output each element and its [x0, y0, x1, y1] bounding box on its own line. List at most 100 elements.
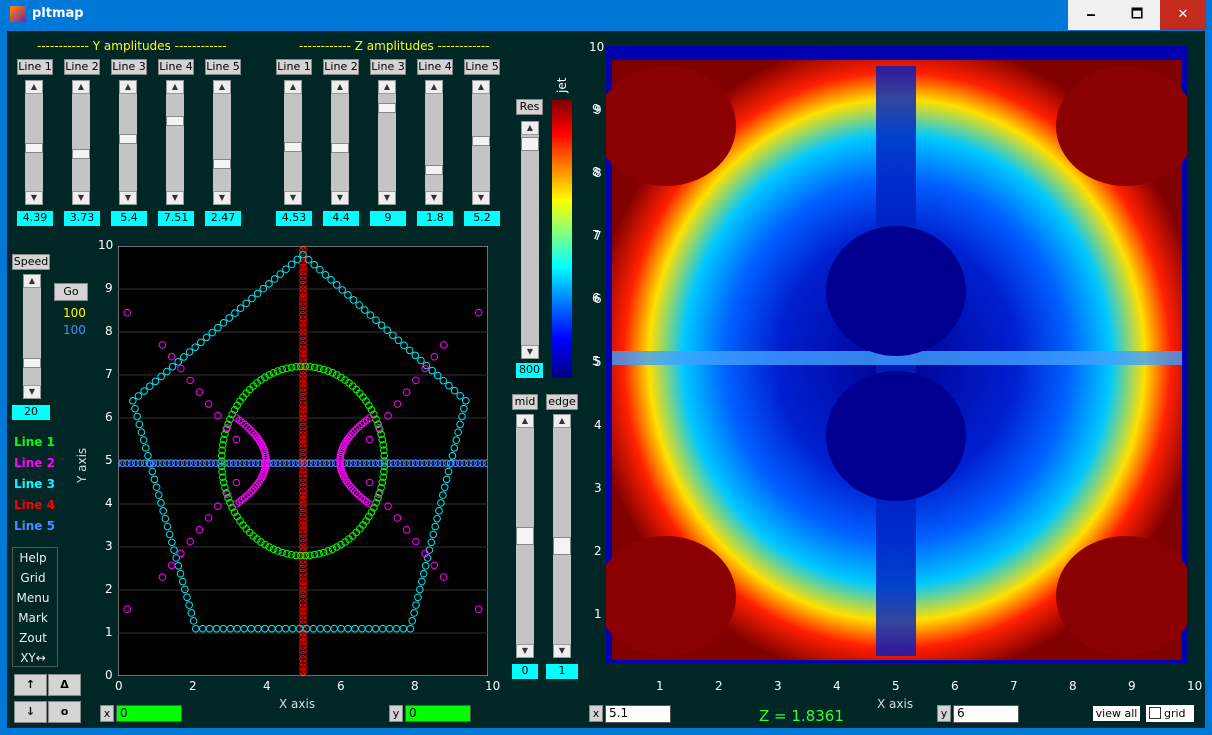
y_amp-line-2-button[interactable]: Line 2 — [64, 59, 100, 75]
right-x-field[interactable]: 5.1 — [605, 705, 671, 723]
z_amp-line-4-button[interactable]: Line 4 — [417, 59, 453, 75]
res-slider[interactable]: ▲ ▼ — [521, 121, 539, 359]
edge-slider-thumb[interactable] — [553, 536, 571, 555]
heatmap-plot[interactable] — [606, 46, 1187, 663]
y_amp-line-5-slider[interactable]: ▲ ▼ — [213, 80, 231, 205]
y_amp-line-5-slider-up-arrow[interactable]: ▲ — [213, 80, 231, 94]
menu-item-menu[interactable]: Menu — [16, 591, 50, 605]
speed-slider-up-arrow[interactable]: ▲ — [23, 274, 41, 288]
edge-slider-down-arrow[interactable]: ▼ — [553, 644, 571, 658]
z_amp-line-5-slider-thumb[interactable] — [472, 135, 490, 146]
y_amp-line-1-button[interactable]: Line 1 — [17, 59, 53, 75]
legend-line-4[interactable]: Line 4 — [14, 498, 55, 512]
z_amp-line-2-slider-up-arrow[interactable]: ▲ — [331, 80, 349, 94]
y_amp-line-3-button[interactable]: Line 3 — [111, 59, 147, 75]
mid-slider[interactable]: ▲ ▼ — [516, 414, 534, 658]
y_amp-line-2-slider-down-arrow[interactable]: ▼ — [72, 191, 90, 205]
legend-line-3[interactable]: Line 3 — [14, 477, 55, 491]
z_amp-line-4-slider-up-arrow[interactable]: ▲ — [425, 80, 443, 94]
z_amp-line-5-slider-down-arrow[interactable]: ▼ — [472, 191, 490, 205]
o-button[interactable]: o — [48, 701, 81, 723]
z_amp-line-2-button[interactable]: Line 2 — [323, 59, 359, 75]
y_amp-line-1-slider-up-arrow[interactable]: ▲ — [25, 80, 43, 94]
res-button[interactable]: Res — [516, 99, 543, 115]
legend-line-5[interactable]: Line 5 — [14, 519, 55, 533]
y_amp-line-2-slider-thumb[interactable] — [72, 148, 90, 159]
z_amp-line-4-slider-thumb[interactable] — [425, 165, 443, 176]
y_amp-line-1-slider-down-arrow[interactable]: ▼ — [25, 191, 43, 205]
z_amp-line-1-slider[interactable]: ▲ ▼ — [284, 80, 302, 205]
z_amp-line-2-slider-thumb[interactable] — [331, 142, 349, 153]
z_amp-line-5-slider[interactable]: ▲ ▼ — [472, 80, 490, 205]
maximize-button[interactable]: 🗖 — [1114, 0, 1160, 30]
y_amp-line-4-slider-up-arrow[interactable]: ▲ — [166, 80, 184, 94]
y_amp-line-1-slider-thumb[interactable] — [25, 142, 43, 153]
y_amp-line-3-slider-down-arrow[interactable]: ▼ — [119, 191, 137, 205]
z_amp-line-2-slider-down-arrow[interactable]: ▼ — [331, 191, 349, 205]
menu-item-help[interactable]: Help — [19, 551, 47, 565]
y_amp-line-5-slider-down-arrow[interactable]: ▼ — [213, 191, 231, 205]
menu-item-xy[interactable]: XY↔ — [20, 651, 46, 665]
speed-button[interactable]: Speed — [12, 254, 50, 270]
z_amp-line-3-slider-thumb[interactable] — [378, 102, 396, 113]
line-5-point — [287, 459, 295, 467]
minimize-button[interactable]: 🗕 — [1068, 0, 1114, 30]
y_amp-line-3-slider[interactable]: ▲ ▼ — [119, 80, 137, 205]
left-y-field[interactable]: 0 — [405, 705, 471, 722]
menu-item-mark[interactable]: Mark — [18, 611, 48, 625]
left-x-field[interactable]: 0 — [116, 705, 182, 722]
up-arrow-button[interactable]: ↑ — [14, 674, 47, 696]
z_amp-line-1-button[interactable]: Line 1 — [276, 59, 312, 75]
speed-slider-down-arrow[interactable]: ▼ — [23, 385, 41, 399]
res-slider-down-arrow[interactable]: ▼ — [521, 345, 539, 359]
speed-slider[interactable]: ▲ ▼ — [23, 274, 41, 399]
y_amp-line-4-slider-thumb[interactable] — [166, 115, 184, 126]
right-y-field[interactable]: 6 — [953, 705, 1019, 723]
z_amp-line-3-slider[interactable]: ▲ ▼ — [378, 80, 396, 205]
grid-toggle[interactable]: grid — [1146, 705, 1194, 722]
line-plot[interactable] — [118, 246, 488, 676]
z_amp-line-3-button[interactable]: Line 3 — [370, 59, 406, 75]
view-all-button[interactable]: view all — [1093, 706, 1140, 721]
line-5-point — [358, 459, 366, 467]
down-arrow-button[interactable]: ↓ — [14, 701, 47, 723]
mid-slider-up-arrow[interactable]: ▲ — [516, 414, 534, 428]
y_amp-line-2-slider-up-arrow[interactable]: ▲ — [72, 80, 90, 94]
mid-slider-thumb[interactable] — [516, 527, 534, 545]
menu-item-zout[interactable]: Zout — [19, 631, 47, 645]
menu-item-grid[interactable]: Grid — [20, 571, 46, 585]
edge-slider-up-arrow[interactable]: ▲ — [553, 414, 571, 428]
grid-checkbox[interactable] — [1149, 707, 1161, 719]
z_amp-line-4-slider-down-arrow[interactable]: ▼ — [425, 191, 443, 205]
y_amp-line-4-button[interactable]: Line 4 — [158, 59, 194, 75]
z_amp-line-3-slider-up-arrow[interactable]: ▲ — [378, 80, 396, 94]
y_amp-line-4-slider-down-arrow[interactable]: ▼ — [166, 191, 184, 205]
y_amp-line-2-slider[interactable]: ▲ ▼ — [72, 80, 90, 205]
y_amp-line-5-button[interactable]: Line 5 — [205, 59, 241, 75]
z_amp-line-2-slider[interactable]: ▲ ▼ — [331, 80, 349, 205]
mid-slider-down-arrow[interactable]: ▼ — [516, 644, 534, 658]
edge-button[interactable]: edge — [546, 394, 578, 410]
y_amp-line-4-slider[interactable]: ▲ ▼ — [166, 80, 184, 205]
z_amp-line-5-slider-up-arrow[interactable]: ▲ — [472, 80, 490, 94]
edge-slider[interactable]: ▲ ▼ — [553, 414, 571, 658]
mid-button[interactable]: mid — [512, 394, 538, 410]
legend-line-2[interactable]: Line 2 — [14, 456, 55, 470]
z_amp-line-4-slider[interactable]: ▲ ▼ — [425, 80, 443, 205]
res-slider-up-arrow[interactable]: ▲ — [521, 121, 539, 135]
res-slider-thumb[interactable] — [521, 137, 539, 151]
go-button[interactable]: Go — [54, 283, 88, 301]
y_amp-line-5-slider-thumb[interactable] — [213, 159, 231, 170]
close-button[interactable]: ✕ — [1160, 0, 1206, 30]
z_amp-line-1-slider-thumb[interactable] — [284, 141, 302, 152]
y_amp-line-1-slider[interactable]: ▲ ▼ — [25, 80, 43, 205]
legend-line-1[interactable]: Line 1 — [14, 435, 55, 449]
z_amp-line-3-slider-down-arrow[interactable]: ▼ — [378, 191, 396, 205]
speed-slider-thumb[interactable] — [23, 358, 41, 368]
z_amp-line-1-slider-down-arrow[interactable]: ▼ — [284, 191, 302, 205]
y_amp-line-3-slider-thumb[interactable] — [119, 134, 137, 145]
z_amp-line-1-slider-up-arrow[interactable]: ▲ — [284, 80, 302, 94]
y_amp-line-3-slider-up-arrow[interactable]: ▲ — [119, 80, 137, 94]
z_amp-line-5-button[interactable]: Line 5 — [464, 59, 500, 75]
delta-button[interactable]: Δ — [48, 674, 81, 696]
